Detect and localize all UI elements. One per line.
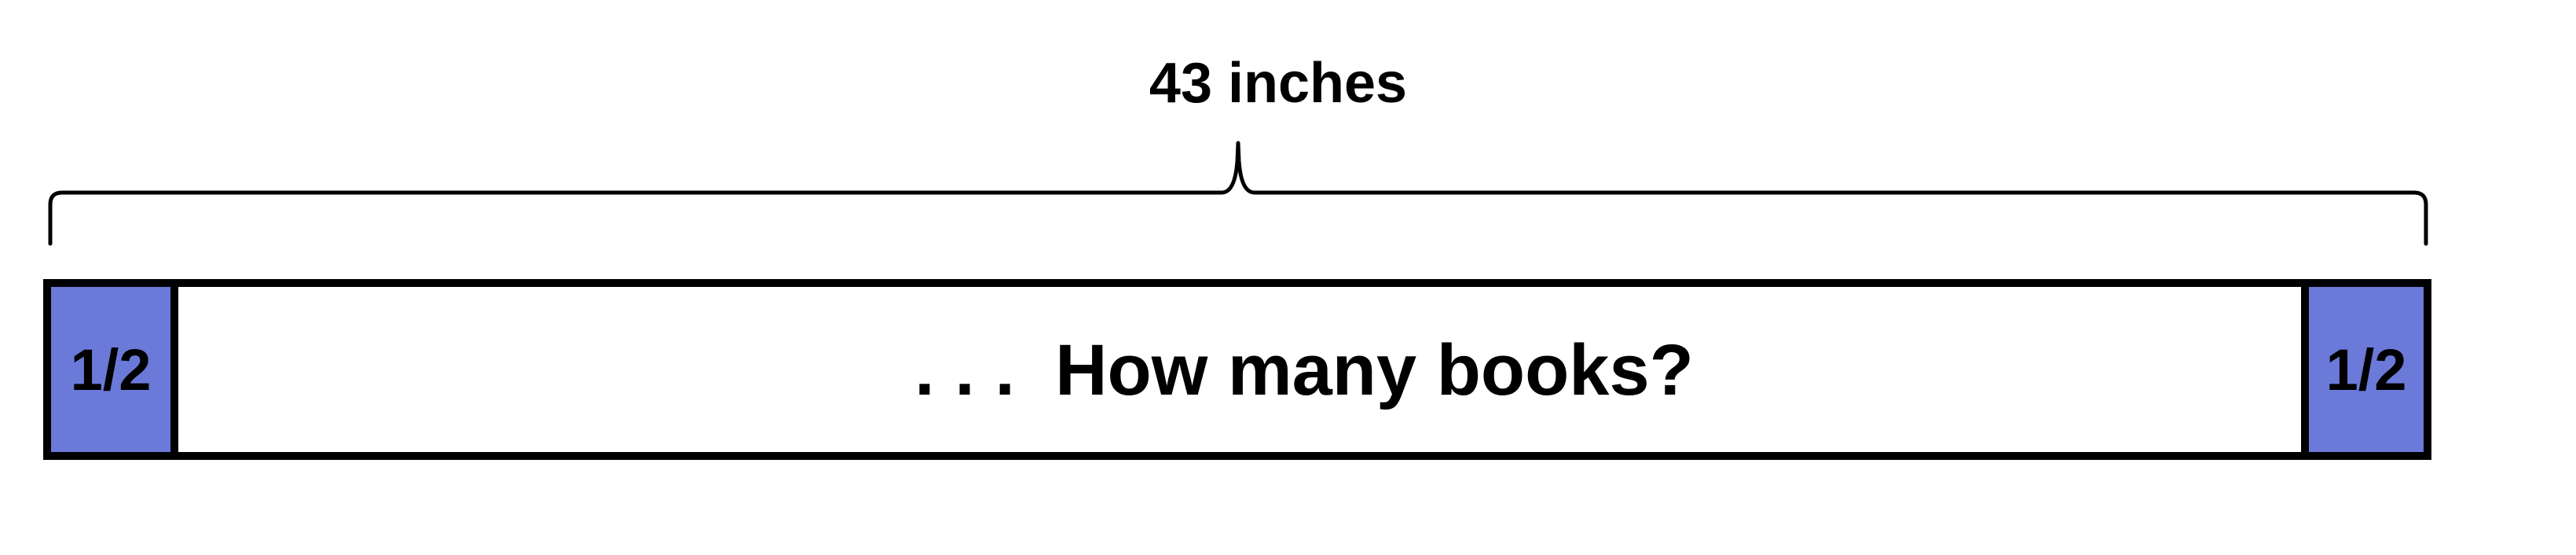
center-label: . . . How many books? [914,330,1694,410]
left-end-label: 1/2 [71,337,152,402]
total-length-label: 43 inches [1149,52,1407,115]
length-brace [48,141,2428,246]
left-end-block [43,279,178,460]
right-end-block [2301,279,2431,460]
right-end-label: 1/2 [2326,337,2407,402]
center-shelf-block [170,279,2309,460]
